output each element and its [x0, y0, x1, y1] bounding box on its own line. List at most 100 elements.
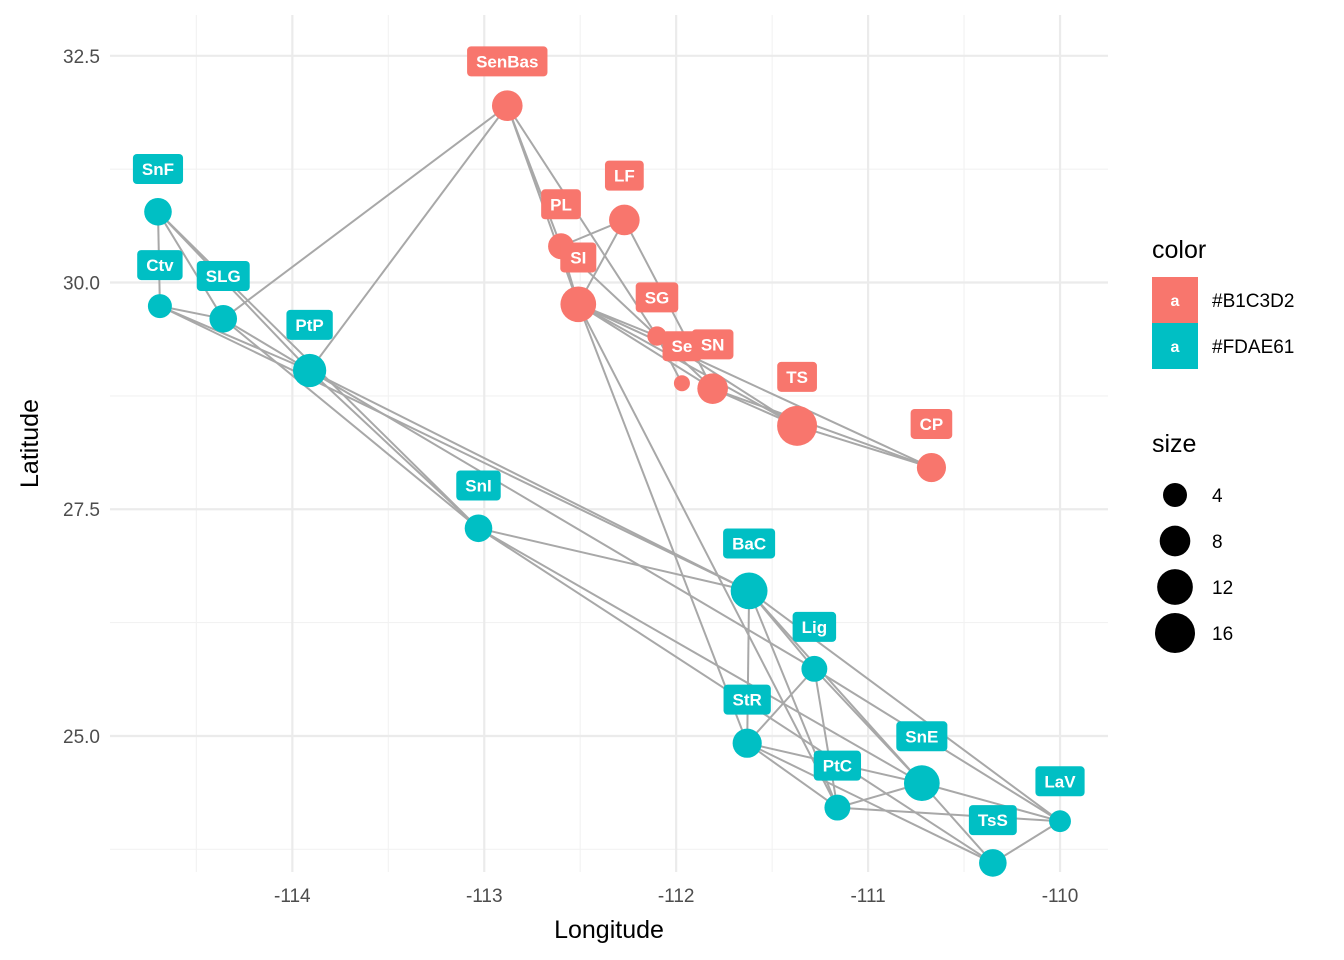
label-box	[541, 189, 581, 220]
edge-TS-CP	[796, 424, 932, 469]
x-axis-title: Longitude	[554, 916, 664, 944]
label-box	[604, 160, 644, 191]
node-label-TS: TS	[777, 361, 817, 392]
node-label-LF: LF	[604, 160, 644, 191]
network-nodes	[144, 90, 1071, 877]
node-label-SnE: SnE	[896, 721, 948, 752]
node-PtC	[824, 794, 851, 821]
label-text: Se	[672, 337, 693, 356]
label-box	[723, 684, 771, 715]
color-legend-key-letter: a	[1171, 339, 1180, 356]
node-SenBas	[491, 90, 523, 122]
node-SN	[697, 373, 728, 404]
edge-SenBas-PtP	[308, 105, 509, 372]
edge-SN-CP	[712, 387, 932, 469]
label-text: BaC	[732, 534, 766, 553]
label-text: SnI	[465, 476, 491, 495]
label-box	[813, 750, 862, 781]
label-box	[132, 153, 184, 184]
node-label-TsS: TsS	[968, 805, 1017, 836]
edge-PtP-Lig	[309, 369, 815, 670]
node-label-SenBas: SenBas	[467, 46, 548, 77]
label-text: LF	[614, 167, 635, 186]
node-PtP	[292, 353, 327, 388]
node-SnI	[464, 514, 493, 543]
edge-SI-StR	[577, 303, 749, 744]
node-label-PL: PL	[541, 189, 581, 220]
color-legend-key-letter: a	[1171, 293, 1180, 310]
size-legend-key	[1159, 525, 1191, 557]
node-LaV	[1049, 810, 1071, 833]
label-box	[723, 528, 776, 559]
y-tick-label: 27.5	[63, 500, 100, 521]
node-LF	[609, 204, 640, 236]
edge-SnI-BaC	[478, 527, 750, 592]
node-Ctv	[147, 294, 172, 319]
label-box	[137, 250, 183, 281]
node-label-CP: CP	[910, 408, 953, 439]
label-text: TS	[786, 368, 808, 387]
label-box	[196, 261, 250, 292]
size-legend-label: 8	[1212, 532, 1223, 553]
node-label-SI: SI	[560, 242, 597, 273]
label-box	[968, 805, 1017, 836]
label-text: SnE	[905, 727, 938, 746]
size-legend-label: 12	[1212, 578, 1233, 599]
size-legend-key	[1163, 483, 1187, 507]
label-box	[896, 721, 948, 752]
label-text: SnF	[142, 160, 174, 179]
node-BaC	[730, 572, 768, 610]
node-label-LaV: LaV	[1035, 766, 1085, 797]
edge-PtP-SnI	[308, 369, 480, 530]
label-box	[467, 46, 548, 77]
edge-SLG-PtP	[222, 317, 311, 372]
edge-BaC-StR	[746, 590, 751, 744]
node-label-SLG: SLG	[196, 261, 250, 292]
label-text: StR	[733, 691, 762, 710]
size-legend-title: size	[1152, 430, 1196, 458]
node-label-BaC: BaC	[723, 528, 776, 559]
node-SnF	[144, 197, 172, 226]
label-box	[691, 329, 734, 360]
label-text: CP	[920, 415, 944, 434]
node-TsS	[979, 849, 1007, 877]
edge-StR-PtC	[746, 742, 838, 809]
node-CP	[916, 452, 947, 483]
edge-SI-PtC	[577, 303, 839, 809]
edge-Lig-SnE	[813, 668, 923, 784]
legend: color a #B1C3D2 a #FDAE61 size 4 8 12 16	[1152, 236, 1294, 653]
y-tick-label: 25.0	[63, 727, 100, 748]
size-legend-key	[1157, 569, 1193, 605]
color-legend-key	[1152, 277, 1198, 323]
node-Se	[673, 375, 690, 392]
node-label-SG: SG	[635, 282, 679, 313]
label-text: PL	[550, 195, 572, 214]
node-label-SN: SN	[691, 329, 734, 360]
size-legend-label: 4	[1212, 486, 1223, 507]
axes: -114 -113 -112 -111 -110 25.0 27.5 30.0 32.5 Long…	[16, 47, 1078, 944]
edge-SenBas-SG	[506, 105, 658, 337]
color-legend-key	[1152, 323, 1198, 369]
node-label-Se: Se	[662, 331, 702, 362]
x-tick-label: -110	[1042, 886, 1079, 907]
label-box	[560, 242, 597, 273]
node-label-SnF: SnF	[132, 153, 184, 184]
edge-PtP-BaC	[309, 369, 750, 592]
size-legend-label: 16	[1212, 624, 1233, 645]
x-tick-label: -114	[274, 886, 311, 907]
label-text: SI	[570, 248, 586, 267]
node-label-StR: StR	[723, 684, 771, 715]
color-legend-label: #B1C3D2	[1212, 291, 1294, 312]
label-box	[910, 408, 953, 439]
node-label-PtC: PtC	[813, 750, 862, 781]
node-SnE	[903, 765, 940, 801]
label-box	[286, 309, 333, 340]
label-box	[777, 361, 817, 392]
edge-SenBas-SLG	[222, 104, 508, 320]
grid-lines	[110, 15, 1108, 872]
node-label-SnI: SnI	[456, 470, 501, 501]
edge-Lig-StR	[746, 668, 816, 744]
label-text: Lig	[802, 618, 828, 637]
edge-Ctv-PtP	[159, 305, 310, 372]
node-SLG	[209, 305, 238, 333]
